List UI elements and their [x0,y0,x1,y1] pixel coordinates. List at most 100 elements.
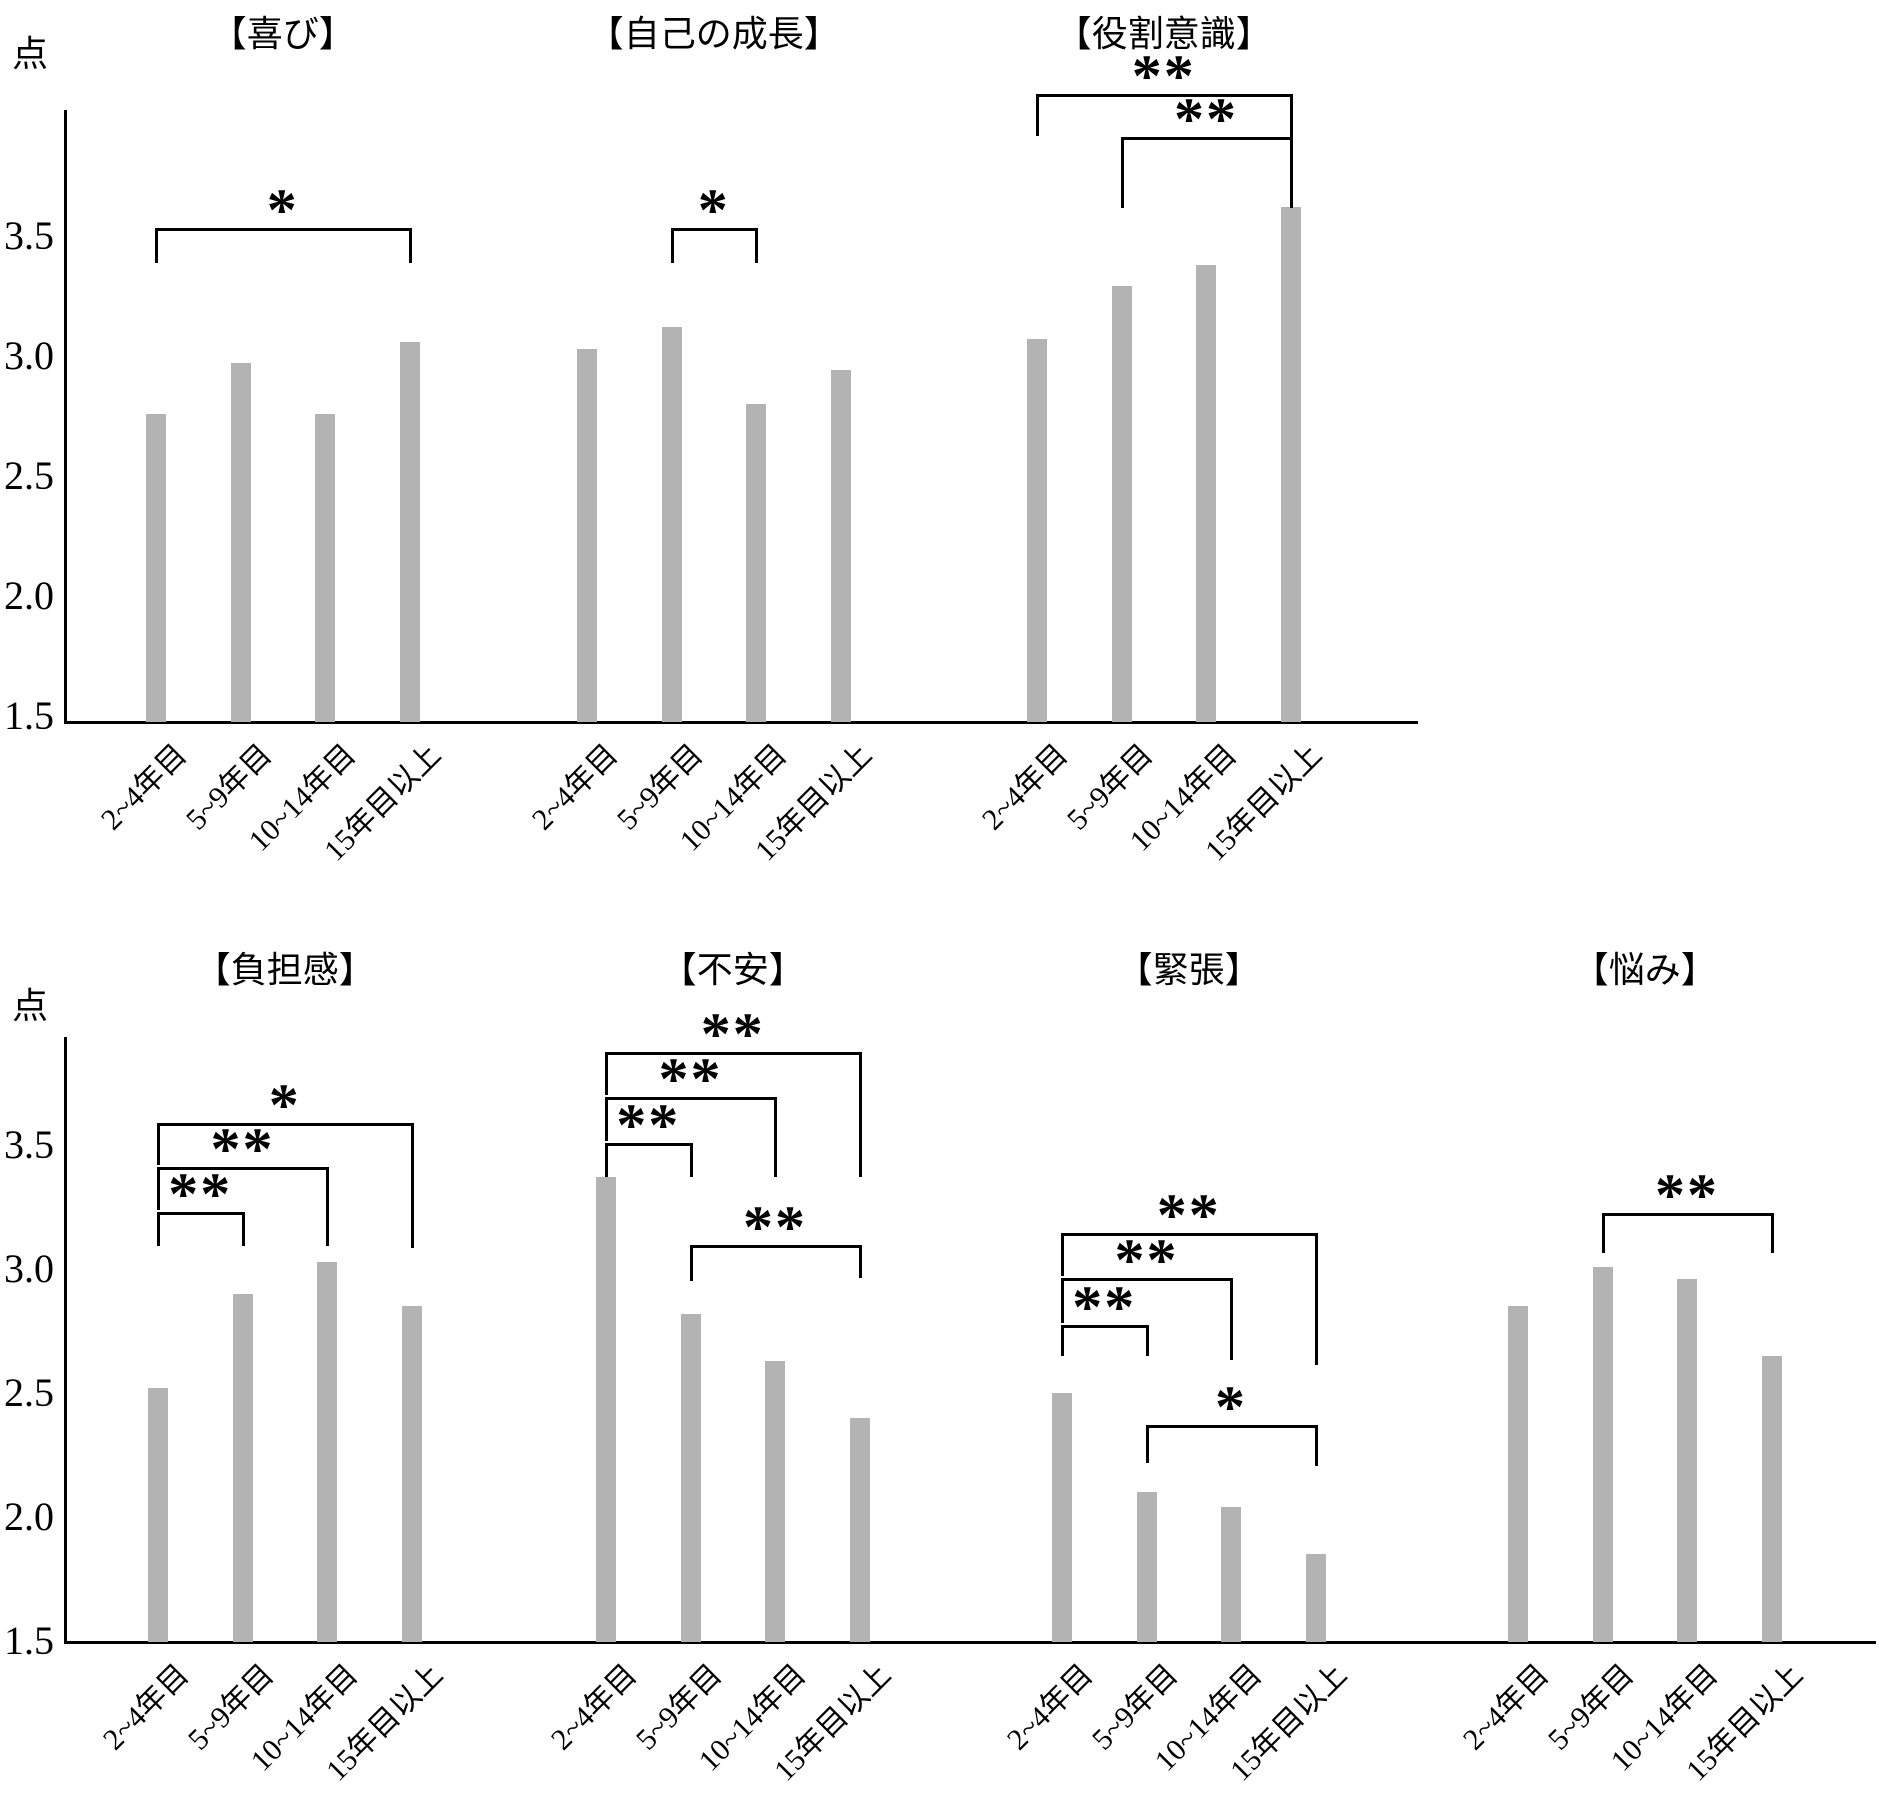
bar [1111,286,1132,722]
x-axis-line [64,721,1418,724]
bar [315,413,335,722]
significance-bracket-line [1061,1278,1064,1323]
bar [1508,1306,1528,1642]
significance-bracket-line [1061,1325,1064,1356]
bar [317,1261,337,1642]
significance-bracket-line [1314,1233,1318,1365]
bar [765,1360,785,1642]
bar [1027,339,1047,722]
significance-bracket-line [1289,137,1293,208]
bar [146,413,166,722]
significance-bracket-line [1145,1425,1149,1463]
bar [1305,1554,1326,1642]
significance-bracket-line [1145,1425,1318,1428]
chart-title: 【不安】 [660,950,805,990]
bar [577,348,597,722]
significance-stars: ** [658,1046,723,1112]
significance-stars: * [268,1072,301,1138]
significance-bracket-line [1061,1233,1318,1236]
y-axis-line [64,1037,67,1644]
y-axis-unit-label: 点 [12,34,49,74]
significance-bracket-line [1061,1233,1064,1276]
significance-bracket-line [605,1097,608,1141]
bar [1052,1393,1072,1642]
significance-bracket-line [689,1245,862,1248]
significance-bracket-line [605,1143,693,1146]
significance-bracket-line [1061,1278,1233,1281]
significance-bracket-line [157,1167,329,1170]
bar [401,1306,422,1642]
significance-bracket-line [1145,1325,1149,1356]
significance-bracket-line [605,1097,777,1100]
significance-stars: * [697,177,730,243]
significance-stars: ** [743,1194,807,1260]
chart-title: 【自己の成長】 [587,14,840,54]
significance-bracket-line [241,1212,245,1246]
significance-bracket-line [858,1052,862,1177]
bar [230,363,251,722]
significance-bracket-line [1289,94,1293,172]
y-axis-tick-label: 1.5 [4,1618,54,1663]
bar [1592,1266,1613,1642]
significance-bracket-line [1601,1213,1774,1216]
y-axis-tick-label: 2.0 [4,573,54,618]
significance-stars: * [1215,1374,1247,1440]
y-axis-line [64,110,67,724]
y-axis-tick-label: 3.0 [4,1246,54,1291]
significance-bracket-line [157,1212,245,1215]
chart-title: 【悩み】 [1572,950,1717,990]
significance-bracket-line [155,228,412,231]
significance-bracket-line [689,1143,693,1177]
significance-bracket-line [1061,1325,1149,1328]
significance-stars: ** [700,1001,765,1067]
significance-stars: ** [168,1161,233,1227]
significance-bracket-line [326,1167,329,1246]
significance-bracket-line [670,228,674,263]
bar [1761,1355,1782,1642]
y-axis-tick-label: 1.5 [4,693,54,738]
significance-bracket-line [774,1097,777,1177]
significance-bracket-line [157,1212,160,1246]
significance-bracket-line [1036,94,1039,136]
chart-title: 【喜び】 [210,14,355,54]
chart-title: 【役割意識】 [1055,14,1272,54]
significance-stars: ** [1655,1162,1719,1228]
significance-bracket-line [670,228,758,231]
significance-bracket-line [1120,137,1293,140]
bar [148,1388,168,1642]
bar [1677,1278,1697,1642]
significance-stars: ** [1072,1274,1137,1340]
chart-title: 【負担感】 [194,950,375,990]
significance-stars: ** [616,1092,681,1158]
bar [1221,1507,1241,1642]
significance-bracket-line [155,228,158,263]
significance-bracket-line [755,228,758,263]
y-axis-tick-label: 2.5 [4,453,54,498]
y-axis-tick-label: 3.5 [4,1122,54,1167]
significance-bracket-line [605,1052,862,1055]
significance-bracket-line [858,1245,862,1278]
bar [596,1177,616,1642]
y-axis-tick-label: 2.0 [4,1494,54,1539]
significance-bracket-line [689,1245,693,1281]
bar [399,341,420,722]
significance-stars: ** [1131,43,1196,109]
significance-stars: ** [210,1116,275,1182]
significance-bracket-line [157,1123,160,1165]
bar [1196,264,1216,722]
significance-bracket-line [408,228,412,263]
significance-bracket-line [1770,1213,1774,1253]
significance-bracket-line [605,1052,608,1095]
y-axis-unit-label: 点 [12,986,49,1026]
significance-stars: * [266,177,299,243]
significance-stars: ** [1114,1227,1179,1293]
significance-bracket-line [1120,137,1124,208]
significance-bracket-line [1036,94,1293,97]
chart-title: 【緊張】 [1116,950,1261,990]
significance-bracket-line [157,1123,414,1126]
significance-bracket-line [410,1123,414,1248]
bar [232,1293,253,1642]
significance-bracket-line [1230,1278,1233,1360]
bar [661,327,682,722]
